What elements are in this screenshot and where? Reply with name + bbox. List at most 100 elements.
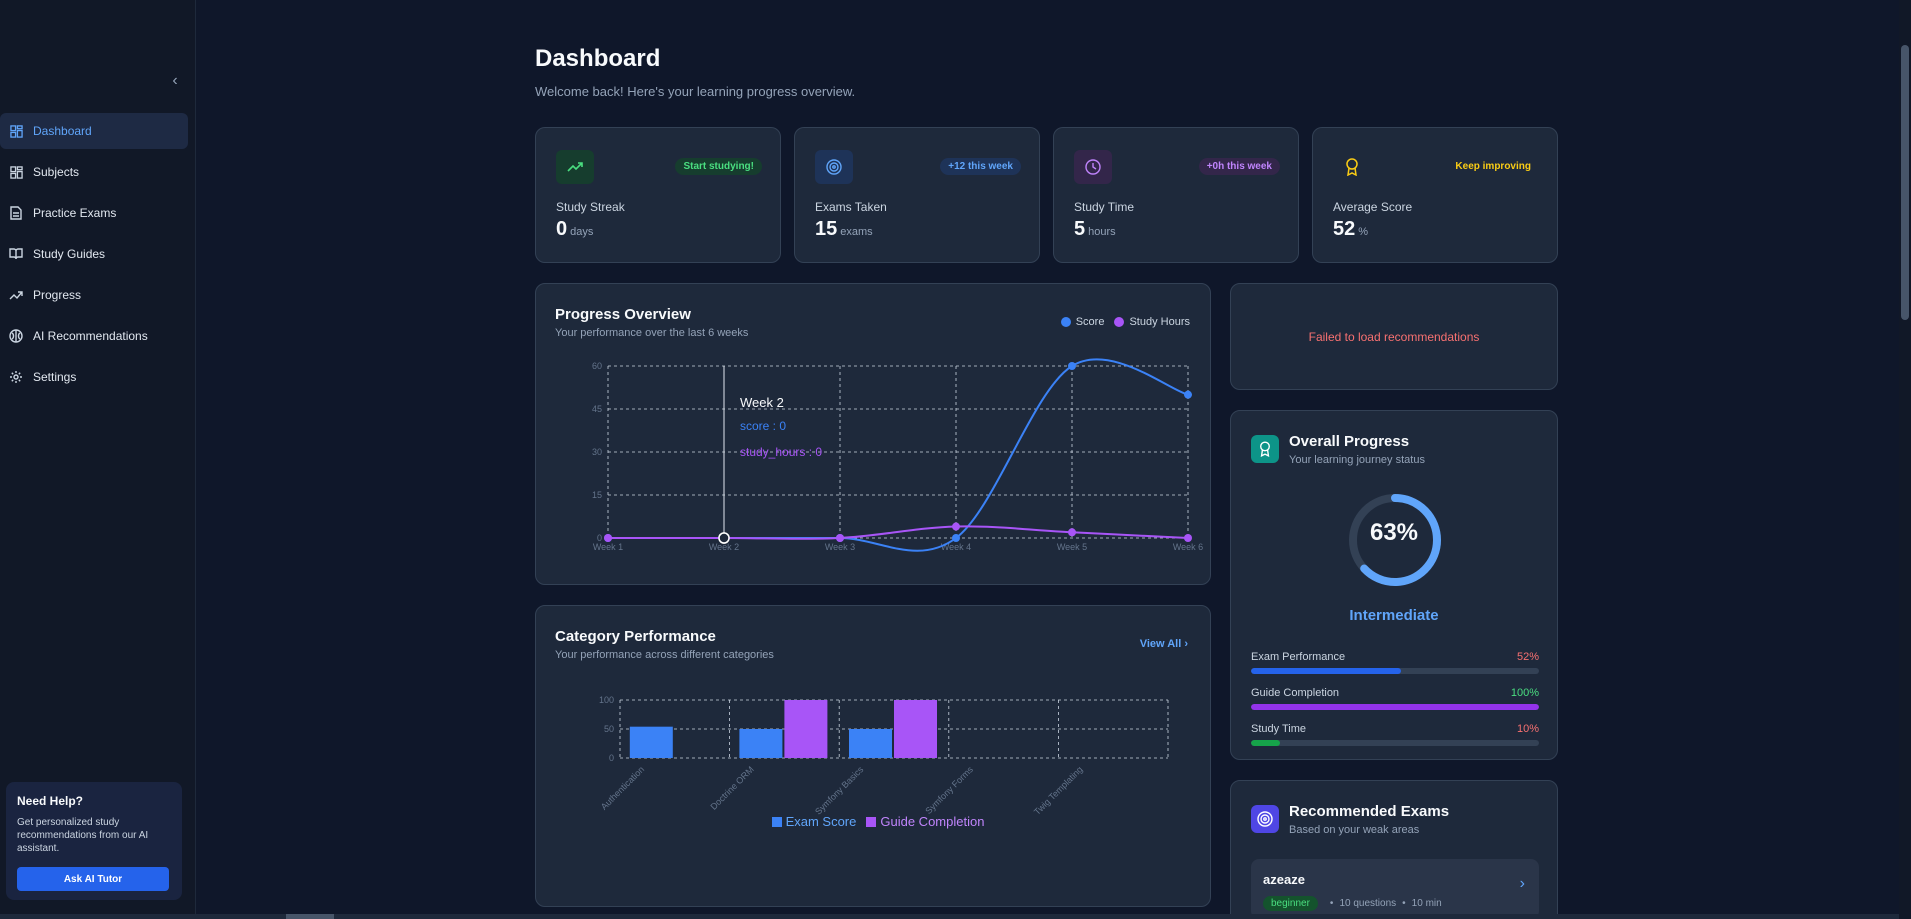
legend-item-guide-completion: Guide Completion [866, 814, 984, 829]
bar-chart-legend: Exam Score Guide Completion [536, 814, 1210, 829]
sidebar-item-label: Dashboard [33, 124, 92, 138]
y-tick-label: 50 [604, 724, 614, 734]
y-tick-label: 45 [592, 404, 602, 414]
data-point[interactable] [1068, 362, 1076, 370]
dashboard-icon [9, 124, 23, 138]
page-subtitle: Welcome back! Here's your learning progr… [535, 84, 856, 99]
legend-item-score: Score [1060, 316, 1105, 328]
exam-name: azeaze [1263, 872, 1305, 887]
view-all-link[interactable]: View All › [1140, 638, 1188, 650]
data-point[interactable] [952, 534, 960, 542]
progress-bar-value: 10% [1516, 723, 1539, 735]
progress-bar-fill [1251, 668, 1401, 674]
x-tick-label: Doctrine ORM [708, 764, 755, 811]
category-performance-subtitle: Your performance across different catego… [555, 649, 774, 661]
ask-ai-tutor-button[interactable]: Ask AI Tutor [17, 867, 169, 891]
chart-grid [607, 365, 1189, 539]
x-tick-label: Week 5 [1057, 542, 1087, 552]
list-item[interactable]: azeaze beginner • 10 questions • 10 min … [1251, 859, 1539, 919]
view-all-label: View All [1139, 638, 1182, 650]
category-bar-chart[interactable]: 0 50 100 Authentication Doctrine ORM Symfony … [536, 606, 1212, 908]
sidebar-item-dashboard[interactable]: Dashboard [0, 113, 188, 149]
bar[interactable] [629, 726, 673, 758]
data-point[interactable] [1184, 534, 1192, 542]
separator-dot: • [1402, 898, 1406, 909]
sidebar-item-progress[interactable]: Progress [0, 277, 188, 313]
series-line-study-hours [608, 525, 1189, 540]
scrollbar-thumb[interactable] [286, 914, 334, 919]
progress-overview-card: Progress Overview Your performance over … [535, 283, 1211, 585]
stat-unit: % [1358, 226, 1369, 238]
x-tick-label: Week 4 [941, 542, 971, 552]
progress-bar-label: Study Time [1251, 723, 1307, 735]
book-icon [9, 247, 23, 261]
stat-unit: hours [1088, 226, 1116, 238]
horizontal-scrollbar[interactable] [0, 914, 1899, 919]
x-tick-label: Week 6 [1173, 542, 1203, 552]
bar[interactable] [784, 700, 828, 758]
status-badge: Keep improving [1455, 161, 1531, 172]
status-badge: Start studying! [675, 158, 762, 175]
sidebar-item-settings[interactable]: Settings [0, 359, 188, 395]
vertical-scrollbar[interactable] [1899, 0, 1911, 919]
sidebar: ‹ Dashboard Subjects Practice Exams Stud… [0, 0, 196, 919]
collapse-sidebar-icon[interactable]: ‹ [172, 72, 178, 89]
progress-bar-fill [1251, 704, 1539, 710]
page-title: Dashboard [535, 45, 661, 72]
bar[interactable] [849, 729, 892, 758]
stat-number: 15 [815, 218, 838, 240]
sidebar-item-label: Practice Exams [33, 206, 117, 220]
bar[interactable] [894, 700, 937, 758]
tooltip-study-hours: study_hours : 0 [740, 445, 822, 459]
progress-bar-track [1251, 740, 1539, 746]
brain-icon [9, 329, 23, 343]
data-point[interactable] [836, 534, 844, 542]
stat-card-study-time: +0h this week Study Time 5 hours [1053, 127, 1299, 263]
data-point[interactable] [1184, 390, 1192, 399]
sidebar-item-practice-exams[interactable]: Practice Exams [0, 195, 188, 231]
x-tick-label: Symfony Basics [813, 764, 866, 817]
progress-bar-row: Exam Performance 52% [1251, 651, 1539, 674]
stat-value: 15 exams [815, 218, 873, 241]
progress-ring [1349, 494, 1441, 586]
stat-label: Average Score [1333, 200, 1413, 214]
progress-line-chart[interactable]: 0 15 30 45 60 Week 1 Week 2 Week 3 Week 4 Week 5 W… [536, 284, 1212, 586]
data-point[interactable] [718, 532, 730, 544]
scrollbar-thumb[interactable] [1901, 45, 1909, 320]
data-point[interactable] [1068, 528, 1076, 537]
stat-value: 5 hours [1074, 218, 1116, 241]
stat-number: 0 [556, 218, 568, 240]
sidebar-item-study-guides[interactable]: Study Guides [0, 236, 188, 272]
stat-card-study-streak: Start studying! Study Streak 0 days [535, 127, 781, 263]
trending-up-icon [556, 150, 594, 184]
level-badge: beginner [1263, 896, 1318, 911]
legend-item-study-hours: Study Hours [1114, 316, 1190, 328]
status-badge: +12 this week [940, 158, 1021, 175]
data-point[interactable] [604, 534, 612, 542]
progress-bar-head: Study Time 10% [1251, 723, 1539, 735]
sidebar-item-ai-recommendations[interactable]: AI Recommendations [0, 318, 188, 354]
x-tick-label: Week 2 [709, 542, 739, 552]
progress-overview-title: Progress Overview [555, 306, 691, 323]
y-tick-label: 0 [609, 753, 614, 763]
stat-label: Exams Taken [815, 200, 887, 214]
help-text: Get personalized study recommendations f… [17, 817, 149, 854]
y-tick-label: 100 [599, 695, 614, 705]
stat-unit: exams [840, 226, 873, 238]
recommended-exams-title: Recommended Exams [1289, 803, 1450, 820]
bar[interactable] [739, 729, 783, 758]
x-tick-label: Twig Templating [1032, 764, 1085, 817]
legend-label: Score [1075, 316, 1105, 328]
data-point[interactable] [952, 522, 960, 531]
target-icon [815, 150, 853, 184]
stat-number: 52 [1333, 218, 1356, 240]
award-icon [1333, 150, 1371, 184]
sidebar-item-subjects[interactable]: Subjects [0, 154, 188, 190]
gear-icon [9, 370, 23, 384]
x-tick-label: Week 3 [825, 542, 855, 552]
clock-icon [1074, 150, 1112, 184]
tooltip-score: score : 0 [740, 419, 786, 433]
sidebar-item-label: Settings [33, 370, 77, 384]
y-tick-label: 0 [597, 533, 602, 543]
target-icon [1251, 805, 1279, 833]
